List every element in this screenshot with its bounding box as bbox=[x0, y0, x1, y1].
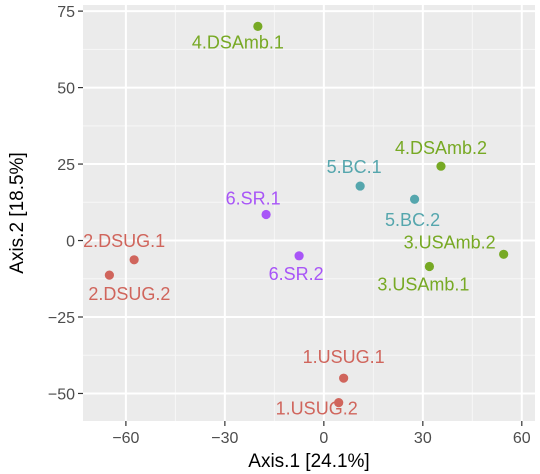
point-4-dsamb-1 bbox=[253, 21, 263, 32]
point-5-bc-1 bbox=[355, 181, 365, 191]
plot-panel bbox=[83, 5, 535, 421]
point-1-usug-2 bbox=[334, 398, 344, 408]
point-labels: 4.DSAmb.1 4.DSAmb.2 3.USAmb.2 3.USAmb.1 5.BC… bbox=[83, 32, 496, 418]
label-3-usamb-1: 3.USAmb.1 bbox=[377, 275, 469, 295]
y-tick-label: 50 bbox=[57, 81, 75, 98]
label-6-sr-2: 6.SR.2 bbox=[269, 264, 324, 284]
x-tick-label: 30 bbox=[414, 430, 432, 447]
point-4-dsamb-2 bbox=[436, 161, 446, 171]
point-5-bc-2 bbox=[409, 194, 420, 204]
y-tick-label: 0 bbox=[66, 234, 75, 251]
x-tick-label: 60 bbox=[513, 430, 531, 447]
x-tick-label: 0 bbox=[319, 430, 328, 447]
minor-gridlines bbox=[83, 5, 535, 421]
label-5-bc-1: 5.BC.1 bbox=[327, 157, 382, 177]
point-3-usamb-1 bbox=[424, 261, 435, 272]
label-4-dsamb-2: 4.DSAmb.2 bbox=[395, 138, 487, 158]
label-3-usamb-2: 3.USAmb.2 bbox=[404, 232, 496, 252]
y-tick-label: 75 bbox=[57, 4, 75, 21]
x-tick-label: −30 bbox=[211, 430, 238, 447]
label-6-sr-1: 6.SR.1 bbox=[226, 189, 281, 209]
point-1-usug-1 bbox=[339, 373, 349, 383]
label-1-usug-1: 1.USUG.1 bbox=[303, 347, 385, 367]
point-2-dsug-2 bbox=[104, 270, 114, 280]
y-tick-label: 25 bbox=[57, 157, 75, 174]
y-axis-ticks: −50 −25 0 25 50 75 bbox=[48, 4, 83, 403]
y-axis-title: Axis.2 [18.5%] bbox=[7, 152, 28, 273]
label-5-bc-2: 5.BC.2 bbox=[385, 210, 440, 230]
point-6-sr-2 bbox=[294, 251, 304, 261]
point-2-dsug-1 bbox=[129, 255, 139, 265]
major-gridlines bbox=[83, 5, 535, 421]
point-6-sr-1 bbox=[261, 209, 271, 220]
label-2-dsug-1: 2.DSUG.1 bbox=[83, 231, 165, 251]
point-3-usamb-2 bbox=[499, 249, 509, 259]
x-axis-ticks: −60 −30 0 30 60 bbox=[112, 421, 531, 447]
x-tick-label: −60 bbox=[112, 430, 139, 447]
label-2-dsug-2: 2.DSUG.2 bbox=[88, 284, 170, 304]
y-tick-label: −50 bbox=[48, 386, 75, 403]
label-1-usug-2: 1.USUG.2 bbox=[276, 399, 358, 419]
label-4-dsamb-1: 4.DSAmb.1 bbox=[192, 32, 284, 52]
data-points bbox=[104, 21, 509, 408]
x-axis-title: Axis.1 [24.1%] bbox=[248, 451, 369, 472]
y-tick-label: −25 bbox=[48, 310, 75, 327]
